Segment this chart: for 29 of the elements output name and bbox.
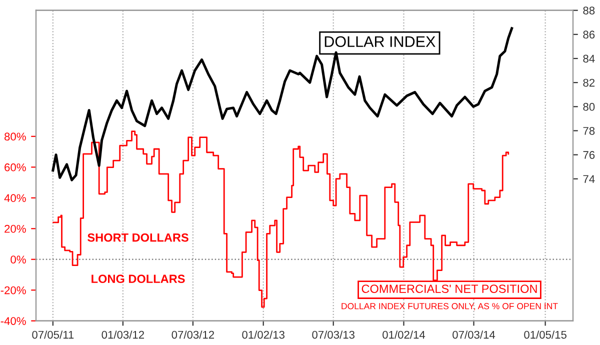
y-tick-label: 0% [10,256,26,264]
x-tick-label: 07/03/14 [452,330,496,339]
y-tick-label: -20% [0,286,26,294]
y-tick-label: 80% [4,132,26,141]
x-tick-label: 01/02/14 [382,330,426,339]
y-tick-label: 60% [4,163,26,172]
x-tick-label: 07/05/11 [32,330,74,339]
annotation: SHORT DOLLARS [88,233,188,242]
x-tick-label: 07/03/13 [312,330,354,339]
x-tick-label: 01/03/12 [102,330,144,339]
annotation: DOLLAR INDEX FUTURES ONLY, AS % OF OPEN INT [342,303,558,310]
annotation: LONG DOLLARS [92,274,185,284]
line-series [52,27,514,182]
x-tick-label: 07/03/12 [172,330,214,339]
y2-tick-label: 78 [583,126,595,135]
y2-tick-label: 76 [583,151,595,159]
y2-tick-label: 82 [583,78,595,87]
y2-tick-label: 84 [583,54,595,63]
y-tick-label: 40% [4,194,26,202]
y-tick-label: -40% [0,317,26,325]
y2-tick-label: 80 [583,102,595,111]
y-tick-label: 20% [4,224,26,233]
x-tick-label: 01/02/13 [242,330,284,339]
y2-tick-label: 74 [583,175,595,183]
x-tick-label: 01/05/15 [524,330,566,339]
series-label: DOLLAR INDEX [324,36,436,48]
y2-tick-label: 86 [583,30,595,39]
series-label: COMMERCIALS' NET POSITION [362,284,537,293]
y2-tick-label: 88 [583,6,595,14]
